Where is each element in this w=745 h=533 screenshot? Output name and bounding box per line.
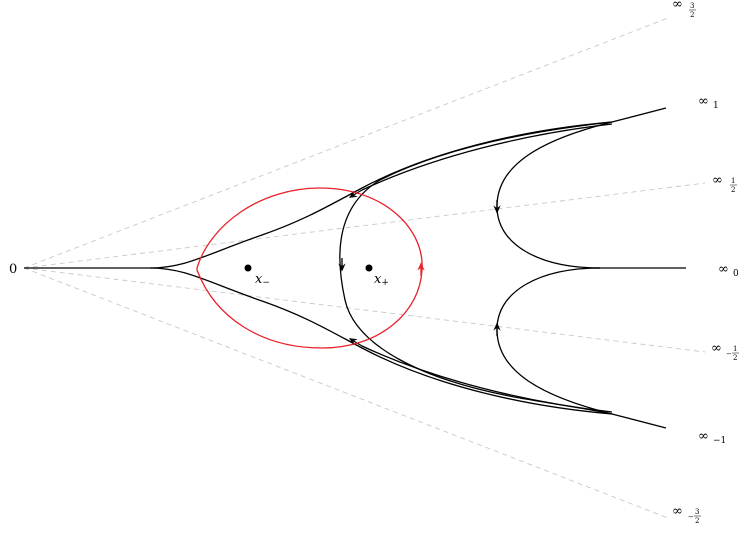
inf-1-2-symbol: ∞ (712, 173, 723, 188)
x-minus-label: x− (255, 272, 270, 288)
inf-3-2-num: 3 (690, 2, 694, 10)
guide-rays (23, 17, 706, 519)
inf-1-sub: 1 (713, 101, 719, 111)
lower-branch-a (149, 267, 667, 429)
inf-neg-1-2-num: 1 (733, 345, 737, 353)
inf-3-2-symbol: ∞ (672, 0, 683, 12)
inf-neg-1-symbol: ∞ (698, 429, 709, 444)
inf-neg-1-2-label: ∞ − 1 2 (711, 341, 739, 362)
ray-1-2 (23, 182, 706, 269)
inf-neg-1-label: ∞ −1 (698, 429, 726, 446)
origin-label: 0 (9, 262, 17, 277)
inf-neg-3-2-num: 3 (695, 508, 699, 516)
inf-1-2-num: 1 (731, 177, 735, 185)
inf-3-2-label: ∞ 3 2 (672, 0, 696, 19)
inf-neg-1-2-den: 2 (733, 354, 737, 362)
inf-3-2-den: 2 (690, 11, 694, 19)
inf-neg-1-2-symbol: ∞ (711, 341, 722, 356)
stokes-curves (24, 107, 686, 429)
x-plus-var: x (374, 272, 382, 287)
inf-neg-1-sub: −1 (713, 436, 726, 446)
x-minus-sub: − (262, 278, 270, 288)
inf-1-2-den: 2 (731, 186, 735, 194)
inf-neg-3-2-sign: − (688, 513, 694, 521)
inf-0-symbol: ∞ (718, 262, 729, 277)
x-minus-dot (244, 264, 252, 272)
inf-0-label: ∞ 0 (718, 262, 739, 279)
lower-branch-b (361, 345, 613, 413)
inf-1-2-label: ∞ 1 2 (712, 173, 737, 194)
right-upper-arc (496, 121, 613, 269)
inf-neg-3-2-label: ∞ − 3 2 (672, 504, 701, 525)
ray-neg-3-2 (23, 267, 669, 519)
upper-branch-b (361, 123, 613, 191)
x-minus-var: x (255, 272, 263, 287)
ray-neg-1-2 (23, 267, 706, 353)
right-lower-arc (496, 267, 613, 415)
inf-1-symbol: ∞ (698, 94, 709, 109)
x-plus-label: x+ (374, 272, 389, 288)
x-plus-dot (365, 264, 373, 272)
inf-neg-3-2-symbol: ∞ (672, 504, 683, 519)
inf-0-sub: 0 (733, 269, 739, 279)
upper-branch-a (149, 107, 667, 269)
big-c-curve (339, 121, 613, 415)
inf-neg-3-2-den: 2 (695, 517, 699, 525)
red-loop-path (196, 187, 423, 349)
inf-1-label: ∞ 1 (698, 94, 719, 111)
ray-3-2 (23, 17, 669, 269)
red-loop (196, 187, 425, 349)
inf-neg-1-2-sign: − (726, 350, 732, 358)
x-plus-sub: + (381, 278, 389, 288)
